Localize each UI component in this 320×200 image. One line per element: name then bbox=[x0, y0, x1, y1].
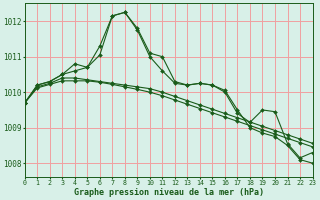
X-axis label: Graphe pression niveau de la mer (hPa): Graphe pression niveau de la mer (hPa) bbox=[74, 188, 264, 197]
